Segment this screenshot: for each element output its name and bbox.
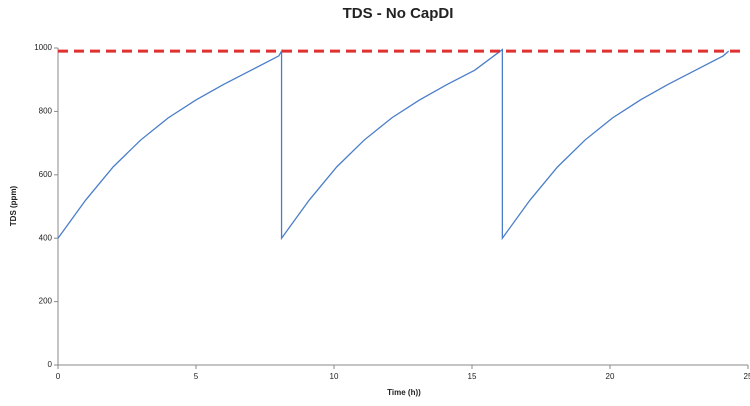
x-tick-label: 20 xyxy=(606,372,615,381)
x-tick-label: 25 xyxy=(744,372,750,381)
x-tick-label: 15 xyxy=(468,372,477,381)
x-tick-label: 5 xyxy=(194,372,199,381)
x-axis-title: Time (h)) xyxy=(387,388,421,397)
y-tick-label: 600 xyxy=(39,170,53,179)
y-tick-label: 400 xyxy=(39,233,53,242)
y-tick-label: 0 xyxy=(48,360,53,369)
x-tick-label: 10 xyxy=(330,372,339,381)
y-tick-label: 800 xyxy=(39,107,53,116)
y-tick-label: 200 xyxy=(39,297,53,306)
chart-title: TDS - No CapDI xyxy=(343,5,454,22)
y-axis-title: TDS (ppm) xyxy=(9,185,18,226)
x-tick-label: 0 xyxy=(56,372,61,381)
data-line xyxy=(57,48,730,241)
y-tick-label: 1000 xyxy=(34,43,52,52)
